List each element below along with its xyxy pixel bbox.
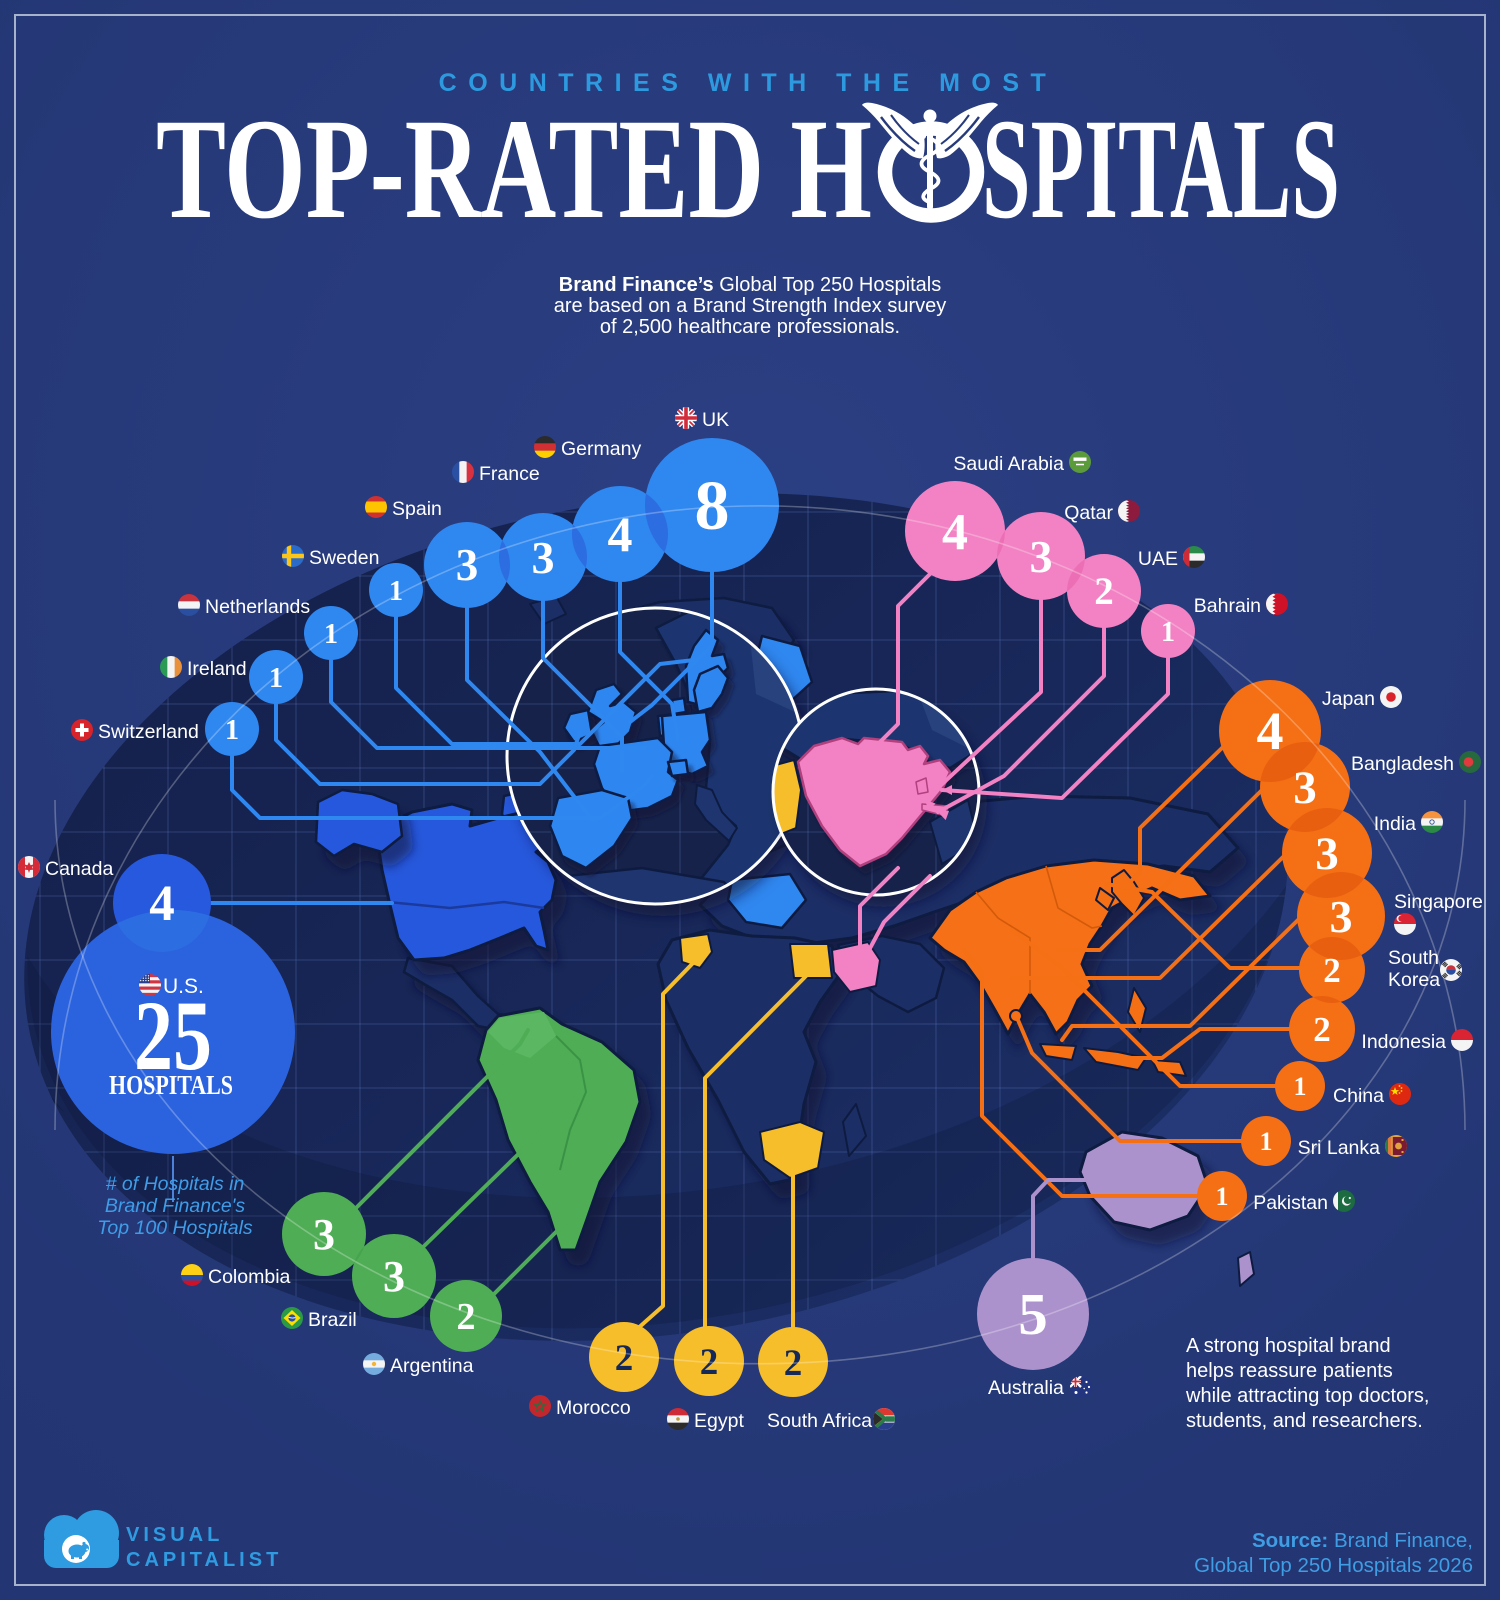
- svg-text:4: 4: [608, 506, 633, 562]
- svg-text:3: 3: [1330, 891, 1353, 942]
- svg-text:3: 3: [313, 1210, 335, 1259]
- svg-text:Colombia: Colombia: [208, 1266, 291, 1288]
- svg-text:2: 2: [1323, 951, 1341, 990]
- svg-text:South Africa: South Africa: [767, 1410, 872, 1432]
- svg-text:2: 2: [615, 1338, 634, 1379]
- svg-text:Canada: Canada: [45, 858, 113, 880]
- svg-text:Global Top 250 Hospitals 2026: Global Top 250 Hospitals 2026: [1194, 1554, 1473, 1577]
- svg-text:South: South: [1388, 947, 1439, 969]
- svg-text:2: 2: [1313, 1010, 1331, 1049]
- svg-text:1: 1: [389, 576, 403, 607]
- svg-text:2: 2: [1094, 570, 1114, 613]
- svg-text:UAE: UAE: [1138, 548, 1178, 570]
- svg-text:2: 2: [700, 1342, 719, 1383]
- svg-text:2: 2: [784, 1343, 803, 1384]
- svg-text:Morocco: Morocco: [556, 1397, 631, 1419]
- svg-text:25: 25: [134, 980, 212, 1091]
- svg-text:4: 4: [942, 504, 968, 561]
- svg-text:are based on a Brand Strength: are based on a Brand Strength Index surv…: [554, 295, 946, 317]
- svg-text:India: India: [1374, 813, 1416, 835]
- svg-text:while attracting top doctors,: while attracting top doctors,: [1185, 1385, 1429, 1407]
- svg-text:Argentina: Argentina: [390, 1355, 474, 1377]
- svg-text:1: 1: [1216, 1182, 1229, 1211]
- svg-text:Qatar: Qatar: [1064, 502, 1113, 524]
- svg-text:Top 100 Hospitals: Top 100 Hospitals: [97, 1217, 253, 1239]
- svg-text:France: France: [479, 463, 540, 485]
- svg-text:1: 1: [1294, 1072, 1307, 1101]
- svg-text:3: 3: [456, 540, 479, 590]
- svg-text:Bangladesh: Bangladesh: [1351, 753, 1454, 775]
- svg-text:Japan: Japan: [1322, 688, 1375, 710]
- svg-text:A strong hospital brand: A strong hospital brand: [1186, 1335, 1391, 1357]
- svg-text:Brand Finance’s Global Top 250: Brand Finance’s Global Top 250 Hospitals: [559, 274, 941, 296]
- svg-text:1: 1: [1260, 1127, 1273, 1156]
- svg-text:Sweden: Sweden: [309, 547, 379, 569]
- svg-text:Australia: Australia: [988, 1377, 1064, 1399]
- svg-text:helps reassure patients: helps reassure patients: [1186, 1360, 1393, 1382]
- svg-text:Spain: Spain: [392, 498, 442, 520]
- svg-text:VISUAL: VISUAL: [126, 1524, 223, 1546]
- svg-text:China: China: [1333, 1085, 1384, 1107]
- svg-text:Netherlands: Netherlands: [205, 596, 310, 618]
- svg-text:Sri Lanka: Sri Lanka: [1298, 1137, 1381, 1159]
- svg-text:Indonesia: Indonesia: [1361, 1031, 1446, 1053]
- svg-text:TOP-RATED H: TOP-RATED H: [156, 90, 872, 249]
- svg-text:CAPITALIST: CAPITALIST: [126, 1549, 282, 1571]
- svg-text:1: 1: [269, 663, 283, 694]
- svg-text:# of Hospitals in: # of Hospitals in: [106, 1173, 245, 1195]
- svg-text:Ireland: Ireland: [187, 658, 247, 680]
- svg-text:3: 3: [383, 1252, 405, 1301]
- svg-text:COUNTRIES WITH THE MOST: COUNTRIES WITH THE MOST: [439, 69, 1058, 97]
- svg-text:1: 1: [1161, 617, 1175, 648]
- svg-text:Brazil: Brazil: [308, 1309, 357, 1331]
- svg-text:Singapore: Singapore: [1394, 891, 1483, 913]
- svg-text:1: 1: [225, 715, 239, 746]
- svg-text:Brand Finance's: Brand Finance's: [105, 1195, 246, 1217]
- svg-text:5: 5: [1018, 1281, 1048, 1347]
- svg-text:Saudi Arabia: Saudi Arabia: [953, 453, 1064, 475]
- svg-text:8: 8: [695, 468, 730, 545]
- svg-text:Pakistan: Pakistan: [1253, 1192, 1328, 1214]
- svg-text:Switzerland: Switzerland: [98, 721, 199, 743]
- svg-text:U.S.: U.S.: [163, 975, 204, 998]
- svg-text:4: 4: [1257, 701, 1284, 761]
- svg-text:students, and researchers.: students, and researchers.: [1186, 1410, 1423, 1432]
- svg-text:Korea: Korea: [1388, 969, 1440, 991]
- svg-text:4: 4: [149, 876, 175, 932]
- svg-text:1: 1: [324, 619, 338, 650]
- svg-text:3: 3: [532, 532, 555, 583]
- svg-text:of 2,500 healthcare profession: of 2,500 healthcare professionals.: [600, 316, 900, 338]
- svg-text:UK: UK: [702, 409, 729, 431]
- svg-text:2: 2: [457, 1296, 476, 1338]
- svg-text:Egypt: Egypt: [694, 1410, 744, 1432]
- svg-text:SPITALS: SPITALS: [982, 90, 1340, 249]
- svg-text:Bahrain: Bahrain: [1194, 595, 1261, 617]
- svg-text:HOSPITALS: HOSPITALS: [109, 1070, 233, 1100]
- svg-text:3: 3: [1030, 531, 1053, 582]
- svg-text:Source: Brand Finance,: Source: Brand Finance,: [1252, 1529, 1473, 1552]
- svg-text:3: 3: [1293, 762, 1317, 814]
- svg-text:Germany: Germany: [561, 438, 641, 460]
- svg-text:3: 3: [1315, 828, 1339, 880]
